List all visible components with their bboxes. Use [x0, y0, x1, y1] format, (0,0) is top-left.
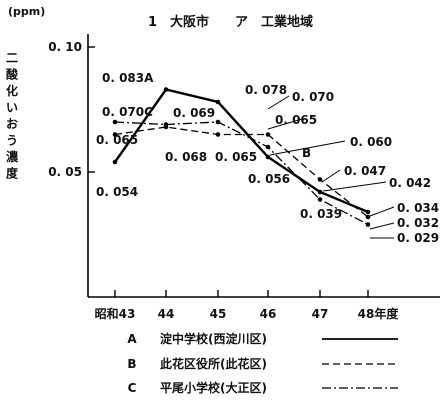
data-label: 0. 069 — [173, 106, 215, 120]
legend-label: 淀中学校(西淀川区) — [160, 331, 267, 346]
data-label: 0. 034 — [397, 201, 439, 215]
data-labels: 0. 083A 0. 078 0. 070 0. 070C 0. 069 0. 065 0.… — [96, 71, 439, 245]
y-axis-label-char: 化 — [6, 83, 18, 98]
data-label: 0. 078 — [245, 83, 287, 97]
y-axis-label-char: 酸 — [6, 67, 19, 82]
data-point-b — [317, 177, 323, 182]
data-point-b — [215, 132, 221, 137]
y-axis-label-char: 度 — [6, 166, 19, 181]
y-axis-label-char: 濃 — [6, 149, 19, 164]
data-label: 0. 060 — [350, 135, 392, 149]
data-point-c — [163, 122, 169, 127]
data-label: 0. 054 — [96, 185, 138, 199]
legend-label: 此花区役所(此花区) — [160, 356, 267, 371]
data-point-c — [317, 197, 323, 202]
data-label: 0. 039 — [300, 207, 342, 221]
data-point-a — [112, 159, 118, 165]
y-axis-label-char: い — [6, 101, 18, 115]
legend-label: 平尾小学校(大正区) — [160, 380, 267, 395]
data-point-a — [163, 87, 169, 92]
data-label: 0. 065 — [215, 150, 257, 164]
legend: A 淀中学校(西淀川区) B 此花区役所(此花区) C 平尾小学校(大正区) — [127, 331, 398, 395]
data-label: 0. 032 — [397, 216, 439, 230]
legend-letter: B — [127, 357, 136, 371]
x-tick-label: 47 — [312, 307, 329, 321]
data-point-c — [215, 119, 221, 125]
data-label: B — [302, 146, 311, 160]
x-tick-label: 昭和43 — [95, 306, 136, 321]
data-point-c — [112, 119, 118, 125]
data-point-c — [265, 144, 271, 150]
data-label: 0. 042 — [389, 176, 431, 190]
data-label: 0. 070 — [292, 90, 334, 104]
data-point-a — [215, 99, 221, 105]
data-label: 0. 068 — [165, 150, 207, 164]
x-tick-label: 48年度 — [358, 306, 400, 321]
data-point-a — [317, 189, 323, 195]
series-line-c — [114, 121, 369, 226]
leader-line — [267, 95, 290, 110]
data-point-b — [365, 214, 371, 220]
data-label: 0. 047 — [344, 164, 386, 178]
x-tick-label: 44 — [158, 307, 175, 321]
series-line-b — [114, 126, 369, 218]
data-point-b — [265, 132, 271, 137]
legend-letter: A — [127, 332, 137, 346]
data-point-c — [365, 222, 371, 227]
series-points — [112, 87, 371, 227]
y-axis-label-char: 二 — [6, 51, 18, 65]
leader-line — [369, 222, 395, 230]
legend-letter: C — [128, 381, 137, 395]
data-label: 0. 083A — [102, 71, 154, 85]
leader-line — [321, 169, 341, 183]
chart-title: 1 大阪市 ア 工業地域 — [148, 14, 313, 30]
data-label: 0. 065 — [96, 133, 138, 147]
series-line-a — [114, 88, 369, 214]
x-tick-label: 45 — [210, 307, 227, 321]
leader-line — [269, 140, 346, 156]
leader-line — [322, 181, 387, 192]
data-label: 0. 070C — [102, 105, 153, 119]
y-tick-label: 0. 05 — [48, 165, 82, 179]
leader-line — [267, 118, 303, 130]
series-lines — [114, 88, 369, 226]
data-point-b — [112, 132, 118, 137]
y-axis-label-char: う — [6, 134, 18, 148]
data-point-a — [265, 154, 271, 160]
data-label: 0. 029 — [397, 231, 439, 245]
data-label: 0. 056 — [248, 172, 290, 186]
y-tick-label: 0. 10 — [48, 40, 82, 54]
data-point-a — [365, 209, 371, 215]
leader-line — [369, 206, 395, 217]
y-axis-label-char: お — [6, 117, 18, 131]
unit-label: (ppm) — [8, 5, 45, 18]
axes: 0. 10 0. 05 昭和43 44 45 46 47 48年度 — [48, 34, 440, 321]
x-tick-label: 46 — [260, 307, 277, 321]
